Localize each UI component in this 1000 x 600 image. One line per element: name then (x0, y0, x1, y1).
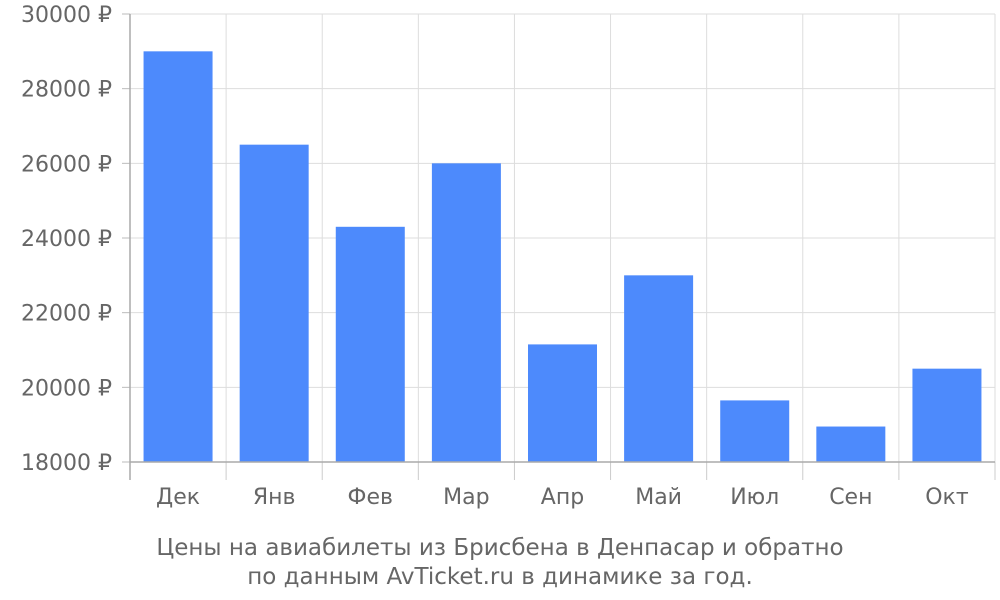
bars (143, 51, 982, 463)
bar (528, 344, 597, 462)
chart-caption-line-1: Цены на авиабилеты из Брисбена в Денпаса… (156, 535, 844, 561)
y-axis-tick-labels: 18000 ₽ 20000 ₽ 22000 ₽ 24000 ₽ 26000 ₽ 28000… (21, 3, 112, 476)
x-tick-label: Сен (829, 485, 872, 510)
x-tick-label: Мар (443, 485, 489, 510)
x-tick-label: Окт (925, 485, 969, 510)
y-tick-label: 26000 ₽ (21, 152, 112, 177)
x-tick-label: Май (635, 485, 682, 510)
bar (912, 368, 982, 462)
axes (122, 13, 996, 480)
bar (239, 144, 309, 462)
y-tick-label: 28000 ₽ (21, 78, 112, 103)
y-tick-label: 30000 ₽ (21, 3, 112, 28)
bar (431, 163, 501, 463)
y-tick-label: 20000 ₽ (21, 376, 112, 401)
x-tick-label: Июл (730, 485, 779, 510)
bar (335, 226, 405, 462)
x-axis-tick-labels: Дек Янв Фев Мар Апр Май Июл Сен Окт (156, 485, 969, 510)
bar (143, 51, 213, 462)
x-tick-label: Янв (253, 485, 296, 510)
bar-chart: 18000 ₽ 20000 ₽ 22000 ₽ 24000 ₽ 26000 ₽ 28000… (21, 3, 996, 510)
y-tick-label: 22000 ₽ (21, 302, 112, 327)
x-tick-label: Фев (348, 485, 393, 510)
bar (720, 400, 790, 462)
chart-caption-line-2: по данным AvTicket.ru в динамике за год. (247, 564, 753, 590)
x-tick-label: Дек (156, 485, 200, 510)
bar (624, 275, 694, 462)
y-tick-label: 24000 ₽ (21, 227, 112, 252)
y-tick-label: 18000 ₽ (21, 451, 112, 476)
bar (816, 426, 886, 462)
x-tick-label: Апр (541, 485, 584, 510)
